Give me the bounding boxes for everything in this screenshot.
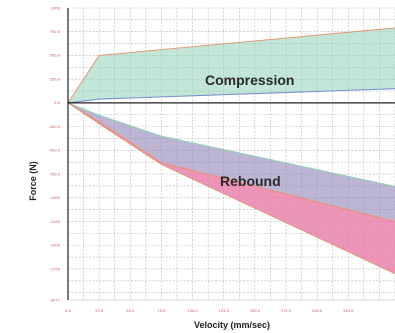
x-tick-label: 0.0 [65, 309, 71, 313]
y-tick-label: -1250 [50, 220, 61, 224]
annotation-compression: Compression [205, 72, 294, 88]
x-tick-label: 50.0 [126, 309, 135, 313]
axes [67, 8, 395, 300]
x-tick-label: 225.0 [343, 309, 354, 313]
y-tick-label: 0.0 [54, 101, 60, 105]
y-tick-label: -1000 [50, 196, 61, 200]
x-tick-label: 25.0 [95, 309, 104, 313]
y-tick-label: 1000 [51, 6, 61, 10]
rebound-inner-line [67, 102, 395, 222]
rebound-lower-line [67, 102, 395, 275]
x-tick-label: 175.0 [281, 309, 292, 313]
y-tick-label: -750.0 [48, 172, 60, 176]
y-tick-label: 500.0 [50, 54, 61, 58]
x-tick-label: 150.0 [250, 309, 261, 313]
y-axis-title: Force (N) [28, 161, 38, 201]
series [67, 27, 395, 275]
y-tick-label: 750.0 [50, 30, 61, 34]
y-tick-label: 250.0 [50, 77, 61, 81]
y-tick-label: -500.0 [48, 149, 60, 153]
compression-upper-line [67, 27, 395, 104]
y-tick-label: -250.0 [48, 125, 60, 129]
rebound-upper-line [67, 102, 395, 187]
x-tick-label: 200.0 [312, 309, 323, 313]
x-axis-title: Velocity (mm/sec) [194, 320, 270, 330]
rebound-outer-band [68, 102, 395, 274]
x-tick-label: 100.0 [187, 309, 198, 313]
x-tick-label: 75.0 [157, 309, 166, 313]
annotation-rebound: Rebound [220, 173, 281, 189]
tick-labels: 0.0 25.0 50.0 75.0 100.0 125.0 150.0 175.0 200.0… [48, 6, 354, 313]
compression-lower-line [67, 88, 395, 104]
compression-band [68, 27, 395, 103]
y-tick-label: -2077 [50, 298, 60, 302]
y-tick-label: -1500 [50, 244, 61, 248]
y-tick-label: -1750 [50, 267, 61, 271]
x-tick-label: 125.0 [219, 309, 230, 313]
